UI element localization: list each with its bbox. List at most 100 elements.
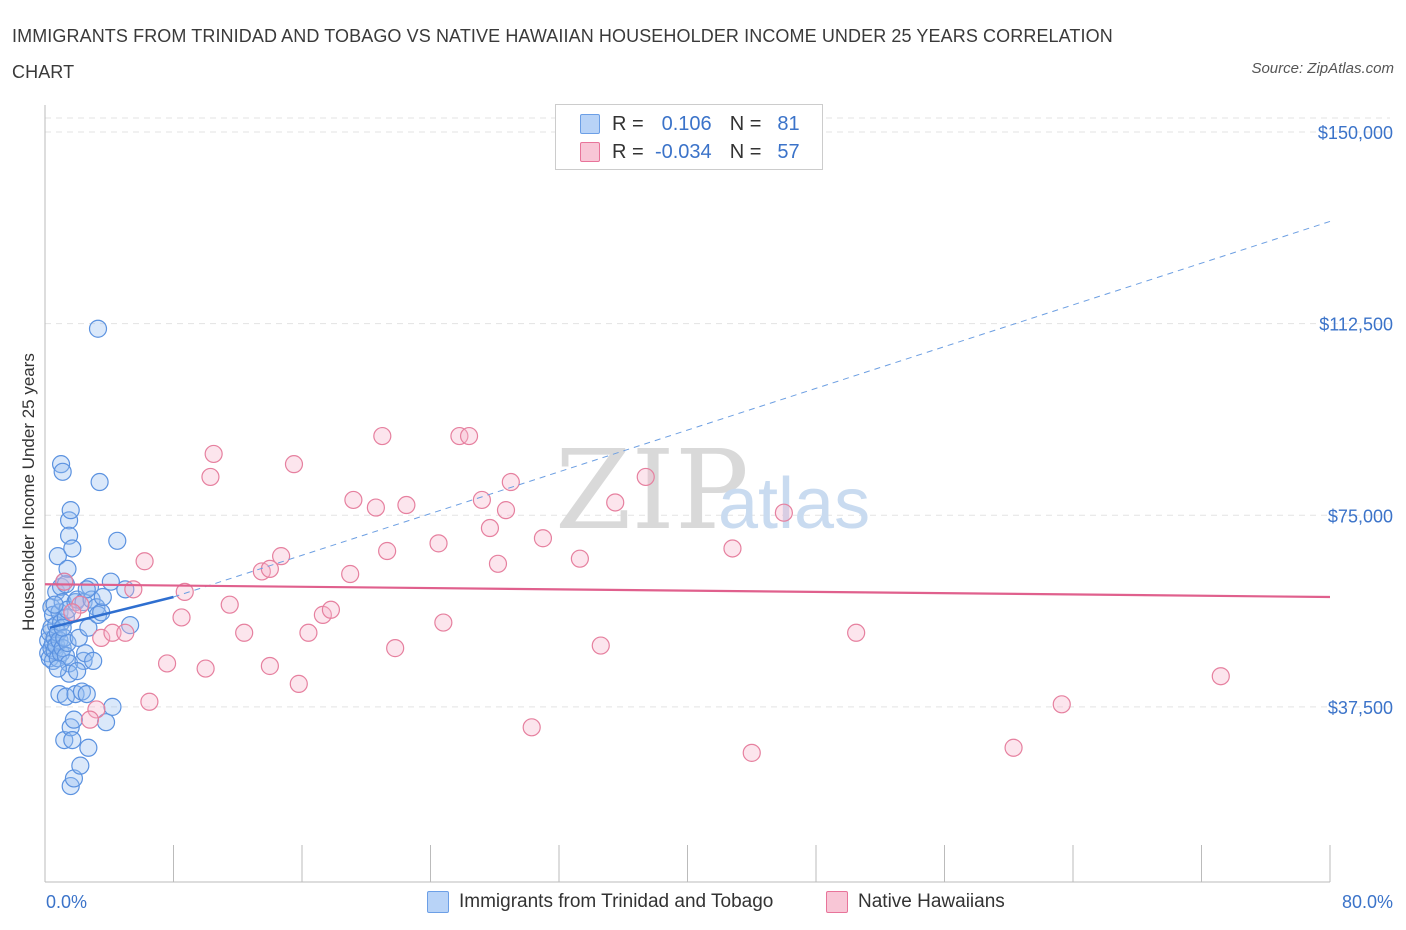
legend-box: R = 0.106 N = 81 R = -0.034 N = 57 [555, 104, 823, 170]
point-immigrants [51, 577, 71, 596]
bottom-legend-label-hawaiians: Native Hawaiians [858, 891, 1005, 912]
point-hawaiians [501, 472, 520, 492]
y-tick-label: $37,500 [1328, 698, 1393, 718]
bottom-legend-immigrants: Immigrants from Trinidad and Tobago [427, 888, 773, 916]
point-immigrants [93, 587, 112, 607]
tick-labels: $37,500 $75,000 $112,500 $150,000 0.0% 80.0% [46, 123, 1393, 912]
point-hawaiians [591, 636, 610, 655]
point-hawaiians [522, 718, 541, 737]
point-hawaiians [103, 623, 122, 642]
point-immigrants [63, 730, 82, 750]
point-immigrants [48, 547, 67, 566]
legend-n-value-immigrants: 81 [777, 112, 800, 135]
point-hawaiians [299, 623, 318, 642]
legend-n-value-hawaiians: 57 [777, 140, 800, 163]
source-label: Source: ZipAtlas.com [1251, 60, 1394, 77]
point-hawaiians [87, 700, 106, 719]
point-hawaiians [92, 628, 111, 647]
point-hawaiians [116, 623, 135, 642]
point-hawaiians [533, 529, 553, 548]
point-hawaiians [220, 595, 239, 614]
point-hawaiians [847, 623, 866, 642]
legend-swatch-hawaiians [580, 142, 600, 162]
legend-swatch-immigrants [580, 114, 600, 134]
point-immigrants [90, 472, 109, 492]
legend-r-label: R = [612, 140, 644, 163]
point-hawaiians [175, 582, 194, 602]
watermark-atlas: atlas [718, 464, 870, 544]
point-hawaiians [636, 467, 655, 487]
point-immigrants [74, 651, 93, 670]
point-hawaiians [321, 600, 341, 619]
point-hawaiians [378, 541, 397, 561]
point-immigrants [61, 501, 80, 520]
legend-r-value-immigrants: 0.106 [661, 112, 712, 135]
point-hawaiians [135, 552, 154, 571]
y-axis-label: Householder Income Under 25 years [19, 353, 38, 631]
point-hawaiians [1211, 667, 1230, 686]
point-immigrants [53, 618, 72, 637]
point-hawaiians [723, 539, 742, 558]
point-immigrants [63, 539, 82, 558]
point-immigrants [77, 684, 96, 704]
trend-immigrants-extension [173, 220, 1331, 598]
point-hawaiians [386, 639, 405, 658]
point-hawaiians [196, 659, 215, 678]
point-hawaiians [140, 692, 159, 711]
point-hawaiians [496, 501, 516, 520]
point-hawaiians [488, 554, 508, 573]
point-immigrants [68, 662, 87, 681]
grid-lines [45, 117, 1390, 708]
legend-r-label: R = [612, 112, 644, 135]
data-points [39, 319, 1230, 796]
legend-row-immigrants: R = 0.106 N = 81 [580, 111, 800, 137]
axes [44, 105, 1331, 883]
point-hawaiians [397, 495, 416, 515]
x-tick-label: 80.0% [1342, 892, 1393, 912]
watermark-zip: ZIP [555, 426, 749, 554]
point-hawaiians [344, 490, 363, 510]
legend-n-label: N = [729, 140, 762, 163]
legend-r-value-hawaiians: -0.034 [654, 140, 712, 163]
point-hawaiians [157, 654, 177, 673]
point-hawaiians [742, 743, 761, 762]
y-tick-label: $150,000 [1318, 123, 1393, 143]
point-hawaiians [366, 498, 385, 517]
point-hawaiians [606, 493, 625, 512]
trend-hawaiians [44, 583, 1331, 599]
point-hawaiians [570, 549, 589, 568]
point-hawaiians [1052, 695, 1071, 714]
point-hawaiians [429, 534, 448, 553]
point-immigrants [64, 710, 84, 729]
trend-lines [44, 220, 1331, 629]
point-hawaiians [472, 490, 491, 510]
point-immigrants [79, 738, 98, 757]
bottom-legend-hawaiians: Native Hawaiians [826, 888, 1005, 916]
point-immigrants [108, 531, 127, 550]
point-hawaiians [373, 426, 392, 446]
point-hawaiians [235, 623, 254, 642]
point-hawaiians [63, 603, 82, 622]
bottom-legend-swatch-hawaiians [826, 891, 848, 913]
point-immigrants [84, 651, 103, 670]
point-hawaiians [124, 580, 143, 599]
point-immigrants [48, 659, 67, 678]
point-immigrants [77, 580, 96, 599]
bottom-legend-swatch-immigrants [427, 891, 449, 913]
point-immigrants [72, 682, 92, 701]
point-immigrants [71, 756, 90, 775]
trend-immigrants [49, 595, 174, 629]
point-hawaiians [204, 444, 223, 464]
point-hawaiians [260, 656, 279, 676]
point-hawaiians [341, 564, 360, 584]
point-hawaiians [201, 467, 220, 487]
point-immigrants [88, 319, 108, 338]
point-hawaiians [434, 613, 453, 632]
x-tick-label: 0.0% [46, 892, 87, 912]
point-immigrants [45, 595, 64, 614]
point-hawaiians [80, 710, 100, 729]
bottom-legend-label-immigrants: Immigrants from Trinidad and Tobago [459, 891, 774, 912]
point-immigrants [103, 697, 122, 716]
point-hawaiians [172, 608, 191, 627]
